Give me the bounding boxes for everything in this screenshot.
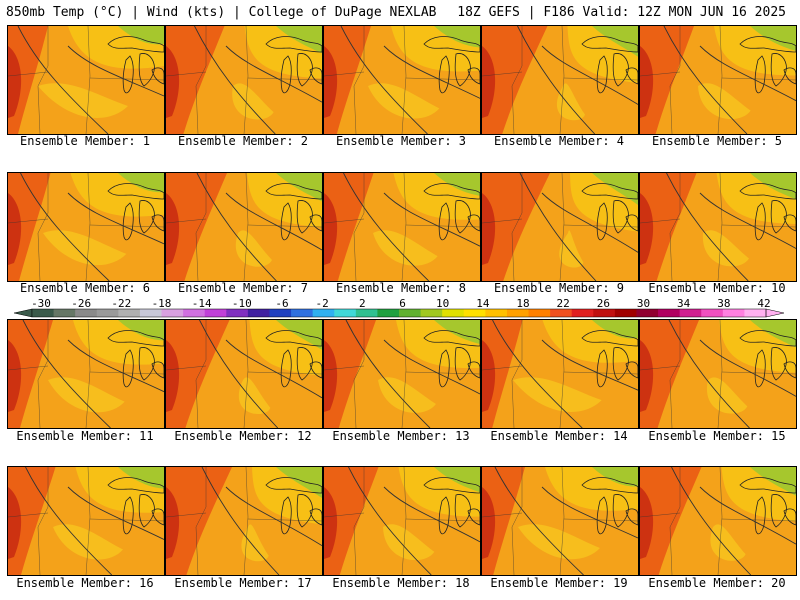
- ensemble-member-map: [323, 319, 481, 429]
- ensemble-member-map: [481, 25, 639, 135]
- ensemble-member-map: [165, 466, 323, 576]
- colorbar-tick-label: 34: [677, 299, 691, 310]
- colorbar-swatch: [355, 309, 378, 317]
- colorbar-swatch: [614, 309, 637, 317]
- ensemble-member-label: Ensemble Member: 13: [332, 429, 470, 443]
- ensemble-member-label: Ensemble Member: 20: [648, 576, 786, 590]
- map-title: 850mb Temp (°C) | Wind (kts) | College o…: [6, 5, 437, 20]
- colorbar-swatch: [269, 309, 292, 317]
- ensemble-member-label: Ensemble Member: 16: [16, 576, 154, 590]
- colorbar-swatch: [528, 309, 551, 317]
- ensemble-member-label: Ensemble Member: 19: [490, 576, 628, 590]
- colorbar-swatch: [701, 309, 724, 317]
- ensemble-member-map: [639, 172, 797, 282]
- ensemble-member-map: [481, 466, 639, 576]
- ensemble-member-map: [639, 319, 797, 429]
- ensemble-member-map: [165, 319, 323, 429]
- colorbar-swatch: [139, 309, 163, 317]
- ensemble-member-map: [7, 25, 165, 135]
- colorbar-tick-label: 26: [597, 299, 610, 310]
- colorbar-swatch: [334, 309, 357, 317]
- ensemble-member-label: Ensemble Member: 1: [19, 134, 151, 148]
- colorbar-tick-label: -26: [71, 299, 91, 310]
- colorbar-swatch: [183, 309, 206, 317]
- ensemble-member-label: Ensemble Member: 8: [335, 281, 467, 295]
- ensemble-member-label: Ensemble Member: 18: [332, 576, 470, 590]
- colorbar-tick-label: 2: [359, 299, 366, 310]
- colorbar-swatch: [32, 309, 55, 317]
- colorbar-max-arrow: [765, 308, 784, 318]
- colorbar-tick-label: -22: [111, 299, 131, 310]
- ensemble-member-map: [165, 25, 323, 135]
- ensemble-member-label: Ensemble Member: 5: [651, 134, 783, 148]
- ensemble-member-map: [7, 466, 165, 576]
- colorbar-tick-label: -2: [316, 299, 329, 310]
- ensemble-member-map: [639, 25, 797, 135]
- colorbar-swatch: [442, 309, 465, 317]
- colorbar-swatch: [744, 309, 767, 317]
- ensemble-member-map: [165, 172, 323, 282]
- model-run-info: 18Z GEFS | F186 Valid: 12Z MON JUN 16 20…: [457, 5, 786, 20]
- colorbar-tick-label: 42: [757, 299, 770, 310]
- ensemble-member-map: [7, 172, 165, 282]
- colorbar-swatch: [204, 309, 227, 317]
- colorbar-tick-label: 18: [516, 299, 529, 310]
- colorbar-swatch: [636, 309, 659, 317]
- ensemble-member-label: Ensemble Member: 11: [16, 429, 154, 443]
- colorbar-swatch: [550, 309, 573, 317]
- colorbar-swatch: [312, 309, 335, 317]
- ensemble-member-label: Ensemble Member: 4: [493, 134, 625, 148]
- colorbar-swatch: [118, 309, 141, 317]
- ensemble-member-map: [7, 319, 165, 429]
- ensemble-member-map: [481, 172, 639, 282]
- colorbar-swatch: [679, 309, 702, 317]
- ensemble-member-label: Ensemble Member: 2: [177, 134, 309, 148]
- ensemble-member-label: Ensemble Member: 12: [174, 429, 312, 443]
- ensemble-member-map: [639, 466, 797, 576]
- ensemble-member-map: [481, 319, 639, 429]
- colorbar-tick-label: 38: [717, 299, 730, 310]
- ensemble-member-label: Ensemble Member: 15: [648, 429, 786, 443]
- colorbar-tick-label: 6: [399, 299, 406, 310]
- ensemble-member-label: Ensemble Member: 6: [19, 281, 151, 295]
- ensemble-member-map: [323, 466, 481, 576]
- colorbar-swatch: [226, 309, 249, 317]
- colorbar-swatch: [96, 309, 119, 317]
- ensemble-member-label: Ensemble Member: 17: [174, 576, 312, 590]
- colorbar-tick-label: -30: [31, 299, 51, 310]
- colorbar-swatch: [75, 309, 98, 317]
- colorbar-tick-label: -14: [192, 299, 212, 310]
- colorbar-swatch: [377, 309, 400, 317]
- ensemble-member-label: Ensemble Member: 9: [493, 281, 625, 295]
- ensemble-member-label: Ensemble Member: 14: [490, 429, 628, 443]
- colorbar-tick-label: -18: [152, 299, 172, 310]
- ensemble-member-map: [323, 25, 481, 135]
- colorbar-swatch: [420, 309, 443, 317]
- colorbar-swatch: [571, 309, 594, 317]
- colorbar-tick-label: 30: [637, 299, 650, 310]
- colorbar-swatch: [506, 309, 530, 317]
- colorbar-swatch: [658, 309, 681, 317]
- colorbar-tick-label: 14: [476, 299, 490, 310]
- colorbar-tick-label: 22: [557, 299, 570, 310]
- colorbar-swatch: [463, 309, 486, 317]
- colorbar-swatch: [399, 309, 422, 317]
- colorbar-swatch: [53, 309, 76, 317]
- colorbar-tick-label: 10: [436, 299, 449, 310]
- ensemble-member-label: Ensemble Member: 7: [177, 281, 309, 295]
- colorbar-swatch: [593, 309, 616, 317]
- colorbar-tick-label: -6: [275, 299, 288, 310]
- ensemble-member-label: Ensemble Member: 3: [335, 134, 467, 148]
- colorbar-swatch: [291, 309, 314, 317]
- colorbar-swatch: [247, 309, 270, 317]
- temperature-colorbar: -30 -26 -22 -18 -14 -10 -6 -2 2 6 10 14 18 22 26 30 34 38…: [14, 299, 784, 318]
- ensemble-member-label: Ensemble Member: 10: [648, 281, 786, 295]
- colorbar-min-arrow: [14, 308, 33, 318]
- colorbar-swatch: [722, 309, 745, 317]
- ensemble-member-map: [323, 172, 481, 282]
- colorbar-swatch: [161, 309, 184, 317]
- colorbar-tick-label: -10: [232, 299, 252, 310]
- colorbar-swatch: [485, 309, 508, 317]
